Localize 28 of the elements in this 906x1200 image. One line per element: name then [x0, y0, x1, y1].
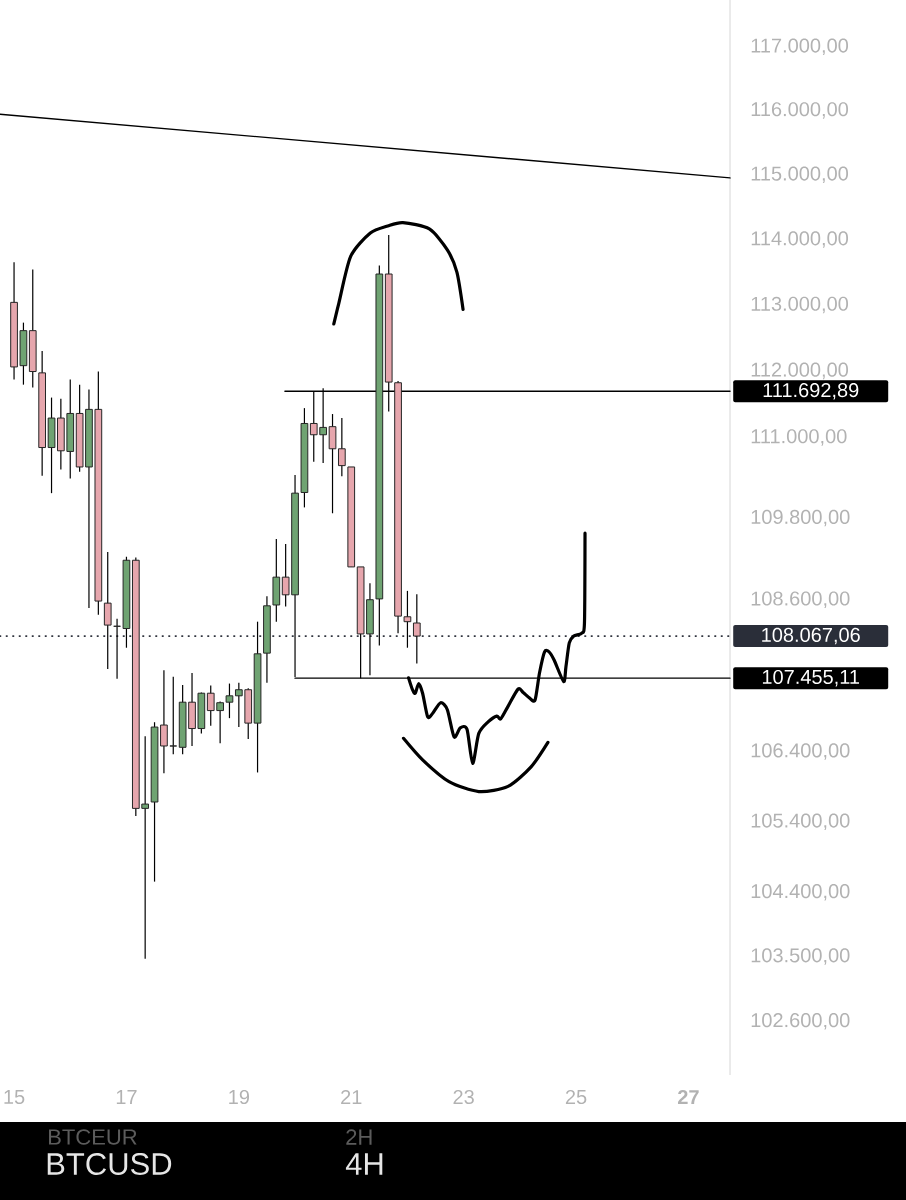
x-tick-label: 19 — [229, 1089, 250, 1105]
y-tick-label: 116.000,00 — [751, 102, 849, 119]
y-tick-label: 117.000,00 — [751, 38, 849, 55]
y-tick-label: 113.000,00 — [751, 296, 849, 314]
text: BTCEUR — [49, 1129, 137, 1145]
text: 2H — [346, 1129, 372, 1145]
text: BTCUSD — [47, 1153, 172, 1175]
ref-line-label: 108.067,06 — [762, 627, 860, 645]
x-tick-label: 15 — [4, 1090, 25, 1104]
text: 4H — [345, 1153, 383, 1175]
y-tick-label: 108.600,00 — [751, 591, 850, 608]
x-tick-label: 27 — [677, 1090, 699, 1104]
y-tick-label: 115.000,00 — [751, 166, 849, 183]
y-tick-label: 114.000,00 — [751, 231, 849, 248]
y-tick-label: 112.000,00 — [751, 362, 849, 380]
x-tick-label: 23 — [453, 1089, 474, 1105]
x-tick-label: 21 — [341, 1090, 362, 1104]
annotation: 111.692,89 — [763, 383, 859, 400]
y-tick-label: 105.400,00 — [751, 813, 850, 830]
y-tick-label: 111.000,00 — [751, 429, 847, 446]
y-tick-label: 102.600,00 — [751, 1013, 850, 1030]
x-tick-label: 17 — [116, 1090, 137, 1104]
annotation: 107.455,11 — [762, 669, 860, 687]
y-tick-label: 106.400,00 — [751, 743, 850, 760]
x-tick-label: 25 — [565, 1089, 587, 1105]
y-tick-label: 104.400,00 — [751, 884, 850, 901]
y-tick-label: 103.500,00 — [751, 948, 850, 965]
y-tick-label: 109.800,00 — [751, 509, 850, 527]
